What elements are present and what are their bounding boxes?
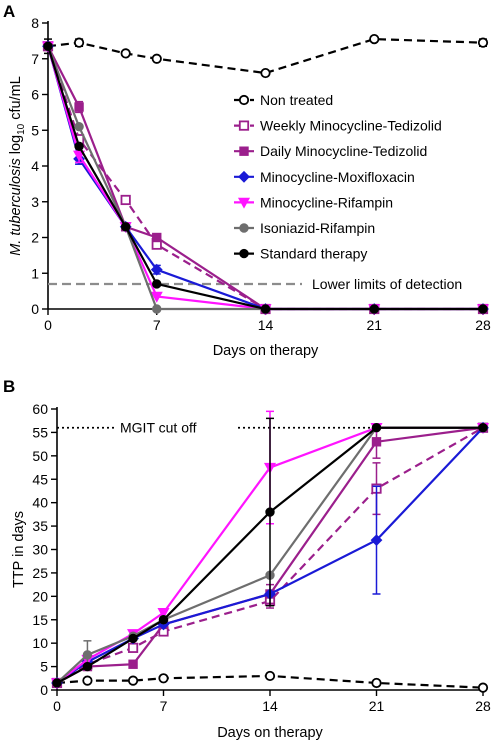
panel-a-legend-swatch-marker (239, 146, 249, 156)
panel-a-legend-label: Non treated (260, 92, 333, 108)
panel-b-data-point (82, 661, 93, 672)
panel-a-data-point (369, 304, 379, 314)
panel-b-x-axis-label: Days on therapy (217, 725, 323, 741)
panel-b-data-point (371, 423, 382, 433)
panel-a-x-tick-label: 21 (366, 317, 382, 333)
panel-b-y-axis-label: TTP in days (11, 511, 27, 588)
panel-a-data-point (74, 141, 84, 152)
panel-a-data-point (152, 304, 162, 314)
panel-b-data-point (477, 682, 489, 693)
panel-b-data-point (158, 615, 169, 625)
panel-a-legend-label: Daily Minocycline-Tedizolid (260, 143, 427, 159)
panel-a-x-tick-label: 7 (153, 317, 161, 333)
panel-b-x-tick-label: 7 (160, 698, 168, 714)
panel-a-legend-label: Isoniazid-Rifampin (260, 220, 375, 236)
panel-a-x-tick-label: 14 (258, 317, 274, 333)
panel-b-y-tick-label: 55 (32, 424, 48, 440)
panel-a-legend-label: Minocycline-Rifampin (260, 194, 393, 210)
panel-a-x-tick-label: 0 (44, 317, 52, 333)
panel-b-y-tick-label: 50 (32, 448, 48, 464)
panel-b-y-tick-label: 40 (32, 495, 48, 511)
panel-a-y-tick-label: 3 (31, 194, 39, 210)
panel-b-y-tick-label: 45 (32, 471, 48, 487)
panel-b-y-tick-label: 10 (32, 635, 48, 651)
panel-a-legend-swatch-marker (238, 170, 250, 183)
panel-b-data-point (127, 642, 139, 653)
panel-a-y-tick-label: 8 (31, 15, 39, 31)
panel-b-y-tick-label: 5 (40, 659, 48, 675)
panel-a-data-point (43, 41, 53, 51)
panel-b-y-tick-label: 60 (32, 401, 48, 417)
panel-a-legend-swatch-marker (238, 94, 250, 106)
panel-b-x-tick-label: 0 (53, 698, 61, 714)
panel-b-y-tick-label: 25 (32, 565, 48, 581)
panel-b-data-point (52, 678, 62, 688)
panel-a-y-tick-label: 5 (31, 122, 39, 138)
panel-a-data-point (369, 33, 380, 45)
panel-b-x-tick-label: 21 (369, 698, 385, 714)
panel-b-data-point (157, 608, 170, 619)
panel-a-data-point (73, 37, 85, 48)
panel-b-data-point (370, 534, 383, 547)
panel-b-data-point (128, 659, 138, 669)
panel-b-data-point (82, 650, 93, 660)
panel-a-data-point (260, 67, 271, 79)
panel-b-y-tick-label: 30 (32, 542, 48, 558)
panel-a-y-tick-label: 4 (31, 158, 39, 174)
panel-a-y-tick-label: 6 (31, 87, 39, 103)
panel-a-y-tick-label: 0 (31, 301, 39, 317)
panel-a-data-point (150, 263, 163, 276)
panel-b-data-point (127, 675, 139, 686)
panel-a-data-point (120, 194, 131, 206)
panel-a-legend-swatch-marker (237, 197, 251, 209)
panel-a-data-point (152, 232, 162, 243)
panel-label-b: B (3, 377, 15, 396)
panel-a-data-point (150, 291, 163, 303)
panel-a-data-point (120, 48, 131, 59)
panel-a-y-axis-label: M. tuberculosis log10 cfu/mL (8, 76, 27, 256)
panel-a-legend-label: Minocycline-Moxifloxacin (260, 169, 415, 185)
panel-a-data-point (152, 279, 162, 289)
panel-b-x-tick-label: 14 (262, 698, 278, 714)
panel-a-data-point (120, 222, 131, 232)
panel-b-data-point (128, 633, 138, 644)
panel-a-y-tick-label: 1 (31, 265, 39, 281)
panel-label-a: A (3, 2, 15, 21)
panel-a-legend-label: Weekly Minocycline-Tedizolid (260, 118, 442, 134)
panel-b-data-point (158, 673, 169, 684)
panel-a-data-point (477, 37, 489, 48)
panel-a-data-point (260, 304, 271, 314)
panel-a-x-axis-label: Days on therapy (213, 343, 319, 359)
panel-b-cutoff-label: MGIT cut off (120, 420, 197, 436)
panel-a-legend-swatch-marker (239, 248, 249, 259)
panel-a-data-point (74, 121, 84, 132)
panel-a-x-tick-label: 28 (475, 317, 491, 333)
panel-a-data-point (478, 304, 488, 314)
panel-b-data-point (371, 437, 382, 447)
panel-a-legend-swatch-marker (239, 223, 249, 233)
panel-b-y-tick-label: 35 (32, 518, 48, 534)
panel-b-data-point (264, 670, 276, 682)
panel-a-data-point (74, 102, 84, 112)
panel-a-legend-swatch-marker (238, 120, 250, 131)
panel-a-data-point (73, 150, 86, 162)
panel-b-data-point (371, 677, 382, 689)
panel-b-y-tick-label: 0 (40, 682, 48, 698)
panel-b-x-tick-label: 28 (475, 698, 491, 714)
panel-a-legend-label: Standard therapy (260, 246, 367, 262)
panel-a-detection-limit-label: Lower limits of detection (312, 276, 462, 292)
panel-b-data-point (265, 507, 275, 517)
panel-b-y-tick-label: 15 (32, 612, 48, 628)
panel-a-data-point (151, 53, 162, 64)
panel-b-data-point (478, 423, 488, 433)
panel-a-y-tick-label: 2 (31, 230, 39, 246)
panel-b-y-tick-label: 20 (32, 588, 48, 604)
panel-b-data-point (82, 675, 93, 686)
panel-a-y-tick-label: 7 (31, 51, 39, 67)
